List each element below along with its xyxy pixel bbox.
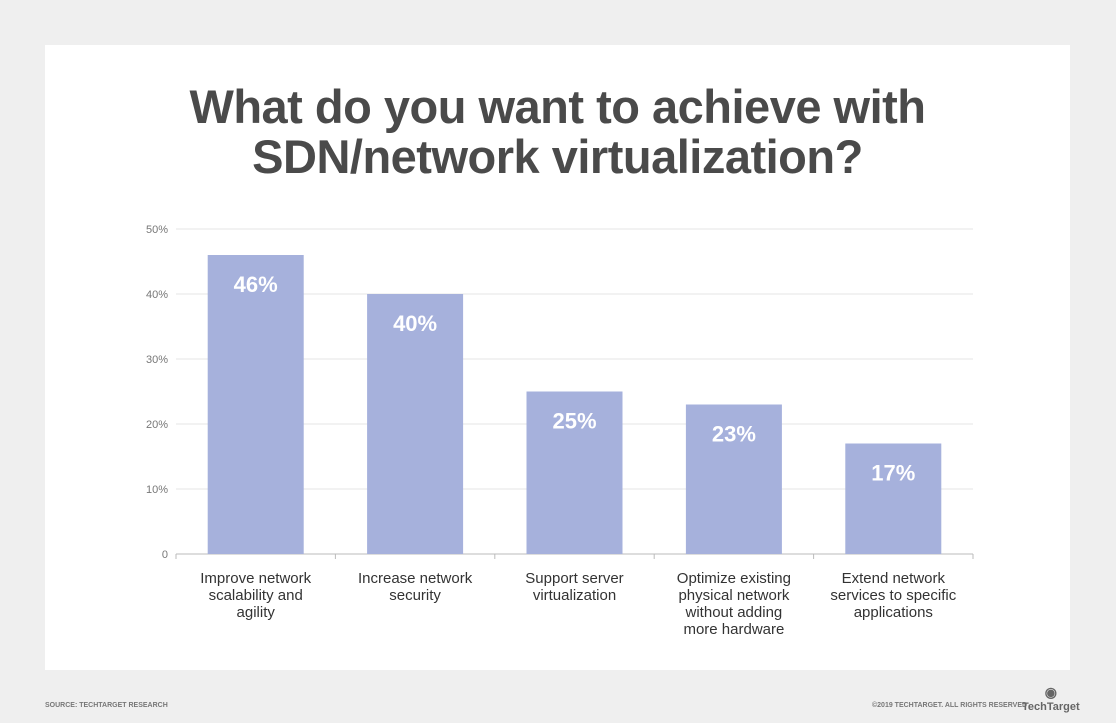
x-category-label: virtualization [533,587,616,604]
x-category-label: services to specific [830,587,956,604]
y-tick-label: 10% [146,484,168,496]
x-category-label: security [389,587,441,604]
bar [685,404,782,554]
bar [207,255,304,554]
bar [845,443,942,554]
x-category-label: Increase network [358,570,473,587]
bar [526,391,623,554]
y-tick-label: 30% [146,354,168,366]
data-label: 23% [712,422,756,447]
x-category-label: scalability and [209,587,303,604]
y-tick-label: 50% [146,224,168,236]
techtarget-logo: ◉ TechTarget [1022,684,1080,713]
data-label: 40% [393,311,437,336]
x-category-label: Support server [525,570,623,587]
x-category-label: Optimize existing [677,570,791,587]
eye-icon: ◉ [1044,684,1057,700]
x-category-label: agility [237,604,276,621]
logo-text: TechTarget [1022,701,1080,713]
data-label: 17% [871,461,915,486]
data-label: 46% [234,272,278,297]
y-tick-label: 0 [162,549,168,561]
x-category-label: without adding [685,604,783,621]
copyright: ©2019 TECHTARGET. ALL RIGHTS RESERVED [872,702,1028,709]
x-category-label: Improve network [200,570,311,587]
x-category-label: physical network [678,587,789,604]
source-note: SOURCE: TECHTARGET RESEARCH [45,702,168,709]
x-category-label: Extend network [842,570,946,587]
y-tick-label: 20% [146,419,168,431]
chart-title: What do you want to achieve with SDN/net… [189,80,926,183]
y-tick-label: 40% [146,289,168,301]
data-label: 25% [552,409,596,434]
x-category-label: applications [854,604,933,621]
x-category-label: more hardware [683,621,784,638]
bar [367,294,464,554]
